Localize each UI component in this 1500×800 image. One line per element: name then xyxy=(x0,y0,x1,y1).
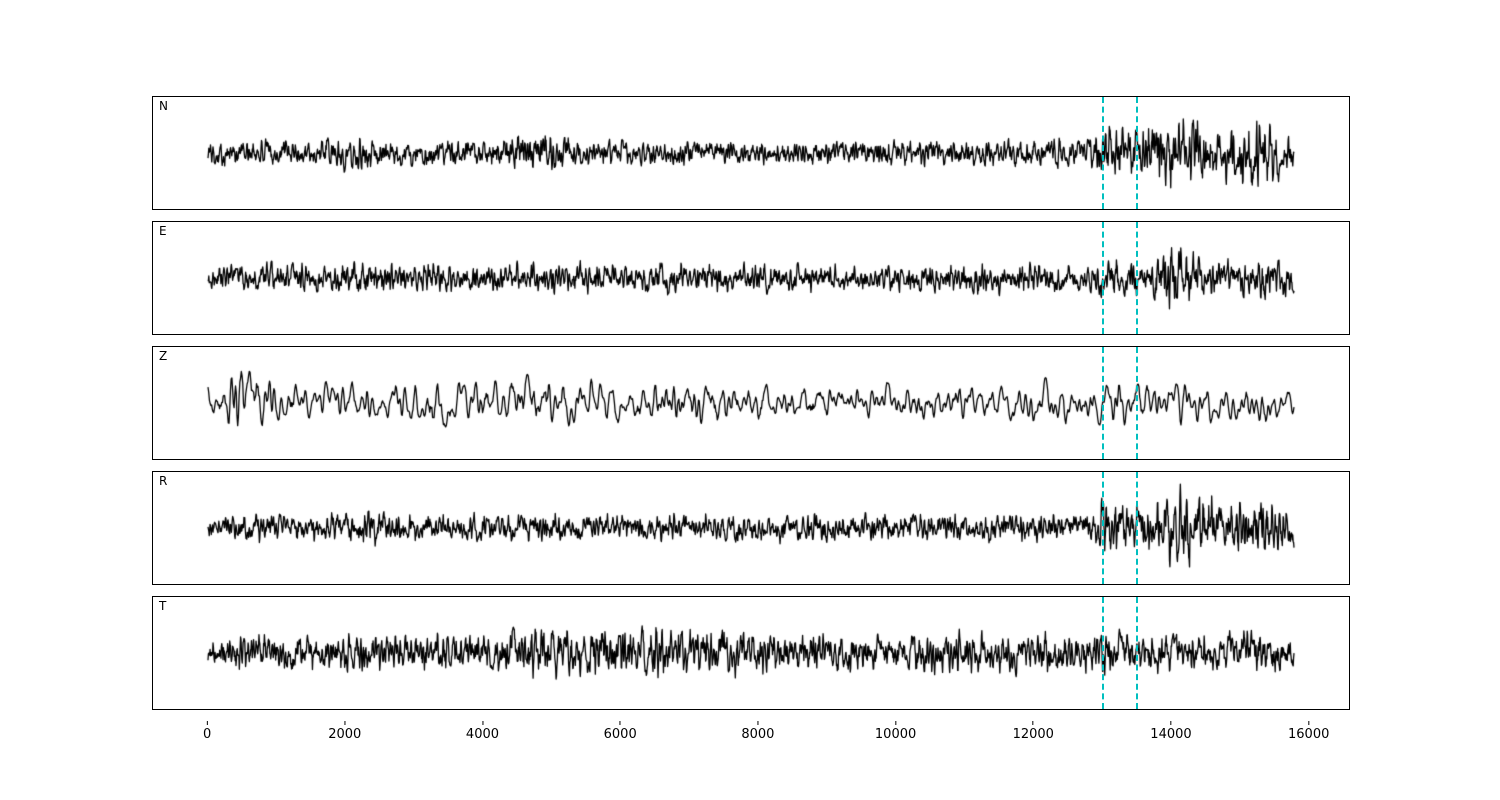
waveform-canvas-r xyxy=(153,472,1349,584)
trace-panel-e: E xyxy=(152,221,1350,335)
x-tick-label: 2000 xyxy=(328,727,362,742)
x-tick-label: 10000 xyxy=(874,727,917,742)
event-marker-line xyxy=(1101,347,1104,459)
trace-panel-t: T xyxy=(152,596,1350,710)
event-marker-line xyxy=(1101,597,1104,709)
trace-panel-n: N xyxy=(152,96,1350,210)
x-tick-mark xyxy=(1308,721,1310,725)
panel-label-e: E xyxy=(159,224,167,238)
x-tick-mark xyxy=(344,721,346,725)
x-tick-label: 16000 xyxy=(1288,727,1330,742)
x-tick: 16000 xyxy=(1288,721,1329,742)
x-tick-label: 8000 xyxy=(741,727,775,742)
event-marker-line xyxy=(1135,222,1138,334)
x-tick-mark xyxy=(481,721,483,725)
x-tick: 4000 xyxy=(466,721,499,742)
seismogram-figure: N E Z R T 0 2000 4000 6000 8000 10000 12000 140… xyxy=(152,96,1350,751)
x-tick-mark xyxy=(206,721,208,725)
x-tick-mark xyxy=(1170,721,1172,725)
waveform-canvas-n xyxy=(153,97,1349,209)
waveform-canvas-e xyxy=(153,222,1349,334)
x-tick: 8000 xyxy=(741,721,774,742)
panel-label-r: R xyxy=(159,474,168,488)
event-marker-line xyxy=(1135,97,1138,209)
event-marker-line xyxy=(1135,472,1138,584)
x-tick: 0 xyxy=(203,721,211,742)
x-tick-mark xyxy=(895,721,897,725)
panel-label-n: N xyxy=(159,99,168,113)
event-marker-line xyxy=(1135,347,1138,459)
waveform-canvas-z xyxy=(153,347,1349,459)
x-tick-label: 14000 xyxy=(1150,727,1192,742)
panel-label-z: Z xyxy=(159,349,168,363)
trace-panel-z: Z xyxy=(152,346,1350,460)
x-tick: 10000 xyxy=(875,721,916,742)
x-tick: 6000 xyxy=(604,721,637,742)
x-axis: 0 2000 4000 6000 8000 10000 12000 14000 16000 xyxy=(152,721,1350,751)
event-marker-line xyxy=(1101,97,1104,209)
x-tick: 2000 xyxy=(328,721,361,742)
x-tick: 12000 xyxy=(1013,721,1054,742)
trace-panel-r: R xyxy=(152,471,1350,585)
x-tick-label: 0 xyxy=(202,727,212,742)
event-marker-line xyxy=(1101,222,1104,334)
x-tick-mark xyxy=(757,721,759,725)
x-tick-label: 6000 xyxy=(603,727,637,742)
event-marker-line xyxy=(1101,472,1104,584)
x-tick-mark xyxy=(619,721,621,725)
waveform-canvas-t xyxy=(153,597,1349,709)
x-tick-mark xyxy=(1032,721,1034,725)
x-tick: 14000 xyxy=(1150,721,1192,742)
x-tick-label: 12000 xyxy=(1012,727,1054,742)
panel-label-t: T xyxy=(159,599,167,613)
event-marker-line xyxy=(1135,597,1138,709)
x-tick-label: 4000 xyxy=(465,727,500,742)
